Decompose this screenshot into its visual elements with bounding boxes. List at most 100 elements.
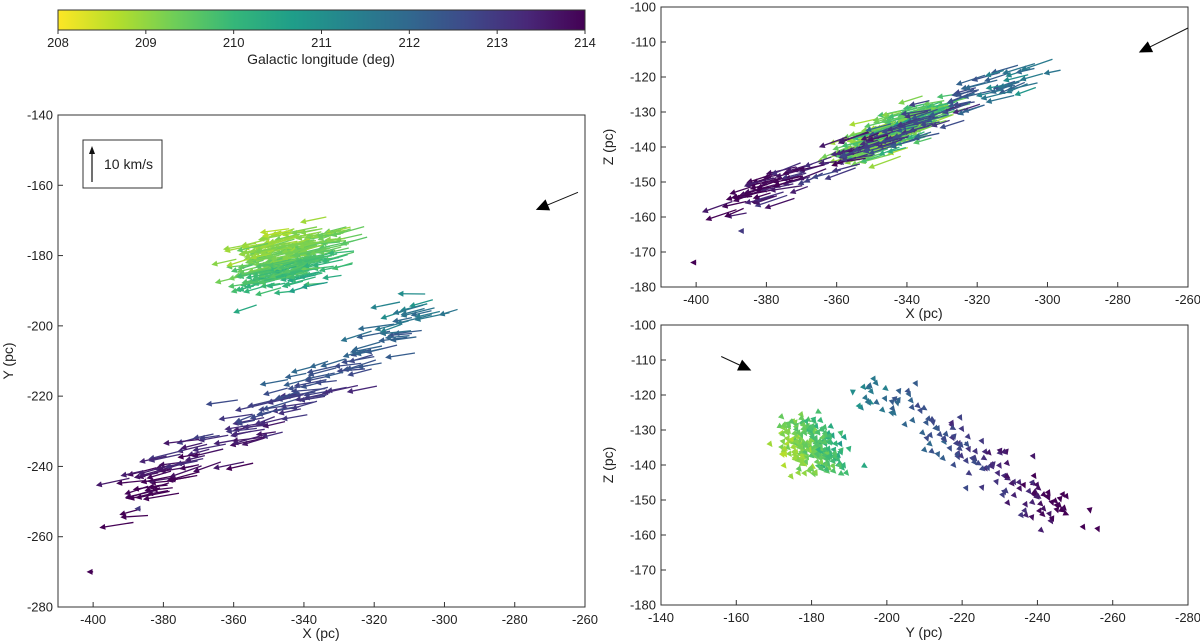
- vector-head: [808, 422, 815, 430]
- vector-head: [957, 452, 965, 459]
- vector-head: [283, 381, 290, 388]
- vector-head: [1008, 479, 1015, 487]
- vector-shaft: [990, 94, 1015, 102]
- vector-head: [936, 430, 943, 438]
- vector-shaft: [785, 172, 807, 180]
- vector-shaft: [750, 173, 775, 182]
- vector-head: [840, 433, 847, 441]
- vector-shaft: [803, 164, 824, 170]
- vector-head: [283, 267, 291, 274]
- vector-head: [1028, 498, 1036, 505]
- vector-head: [397, 290, 404, 297]
- vector-shaft: [312, 367, 337, 375]
- vector-shaft: [787, 176, 811, 184]
- colorbar-tick-label: 212: [398, 35, 420, 50]
- vector-head: [796, 443, 804, 449]
- vector-shaft: [359, 347, 383, 355]
- vector-head: [837, 470, 845, 476]
- vector-shaft: [296, 244, 318, 252]
- vector-shaft: [305, 281, 328, 288]
- vector-head: [1040, 491, 1047, 498]
- vector-head: [256, 410, 263, 417]
- vector-shaft: [140, 490, 170, 498]
- vector-head: [923, 100, 930, 107]
- colorbar-label: Galactic longitude (deg): [247, 51, 395, 67]
- vector-head: [813, 441, 820, 449]
- vector-shaft: [893, 139, 916, 147]
- x-tick-label: -160: [723, 610, 749, 625]
- vector-shaft: [153, 453, 181, 461]
- vector-head: [957, 109, 964, 116]
- vector-shaft: [961, 104, 984, 114]
- vector-head: [971, 458, 978, 466]
- mean-arrow-shaft: [1145, 27, 1189, 50]
- vector-head: [705, 215, 713, 222]
- vector-shaft: [828, 167, 856, 179]
- vector-shaft: [282, 408, 302, 414]
- vector-shaft: [143, 455, 167, 462]
- panel-xy: -400 -380 -360 -340 -320 -300 -280 -260 -140 -160…: [0, 108, 598, 642]
- vector-head: [848, 120, 856, 127]
- vector-shaft: [383, 336, 408, 342]
- vector-head: [254, 248, 261, 254]
- x-tick-label: -320: [361, 612, 387, 627]
- mean-arrow-head: [737, 359, 752, 371]
- vector-shaft: [266, 234, 298, 245]
- vector-head: [267, 399, 274, 405]
- vector-shaft: [171, 471, 200, 481]
- vector-head: [772, 178, 780, 185]
- vector-head: [290, 368, 298, 374]
- vector-head: [802, 418, 809, 426]
- vector-shaft: [779, 168, 805, 177]
- vector-head: [1028, 479, 1035, 487]
- vector-shaft: [379, 320, 409, 330]
- vector-head: [996, 447, 1003, 455]
- vector-shaft: [886, 110, 901, 116]
- mean-motion-arrow-yz: [721, 356, 752, 371]
- vector-shaft: [272, 238, 295, 247]
- vectors-xy: [86, 216, 458, 575]
- vector-shaft: [960, 74, 986, 84]
- vector-head: [225, 465, 233, 471]
- vector-head: [134, 505, 141, 512]
- vector-head: [318, 266, 326, 273]
- vector-head: [1030, 489, 1038, 496]
- vector-shaft: [398, 329, 422, 334]
- vector-head: [258, 406, 265, 413]
- vector-shaft: [150, 470, 172, 478]
- mean-arrow-shaft: [543, 191, 579, 208]
- vector-head: [994, 469, 1000, 477]
- vector-head: [1048, 515, 1055, 522]
- vector-head: [816, 416, 824, 424]
- vector-head: [379, 330, 387, 337]
- vector-head: [984, 464, 990, 472]
- vector-head: [893, 400, 900, 407]
- vector-head: [781, 422, 788, 430]
- vector-head: [878, 406, 886, 413]
- vector-shaft: [351, 368, 372, 375]
- vector-head: [808, 433, 815, 441]
- vector-head: [254, 290, 262, 297]
- vector-shaft: [203, 434, 229, 441]
- vector-head: [862, 142, 869, 149]
- legend-box: [82, 139, 163, 189]
- vector-head: [1022, 500, 1028, 508]
- vector-head: [214, 278, 222, 285]
- vector-shaft: [985, 90, 1012, 99]
- vector-head: [861, 394, 869, 401]
- vector-shaft: [881, 139, 903, 147]
- vector-head: [213, 464, 220, 471]
- vector-shaft: [100, 477, 130, 486]
- vector-head: [380, 314, 388, 320]
- vector-head: [724, 211, 731, 218]
- vector-head: [247, 402, 254, 409]
- vector-head: [806, 438, 813, 446]
- vector-head: [777, 413, 785, 420]
- vector-head: [814, 462, 821, 470]
- vector-head: [1053, 502, 1059, 509]
- vector-head: [752, 193, 760, 200]
- y-tick-label: -280: [27, 600, 53, 615]
- vector-head: [1022, 511, 1029, 518]
- colorbar-tick-label: 210: [223, 35, 245, 50]
- vector-shaft: [335, 225, 365, 236]
